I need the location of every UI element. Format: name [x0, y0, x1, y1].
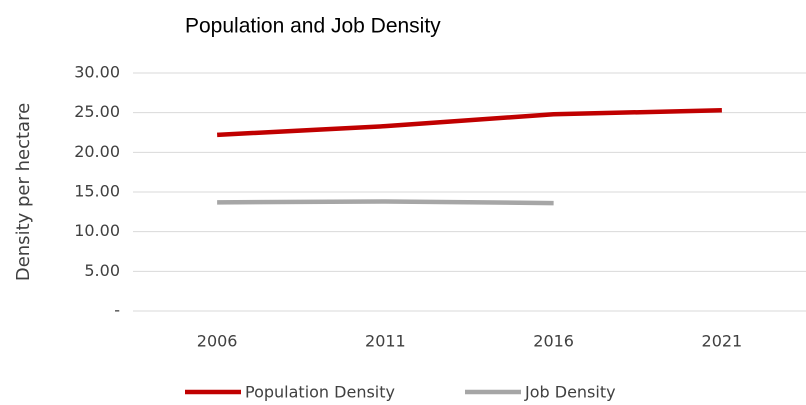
- x-tick-label: 2021: [702, 332, 743, 351]
- x-tick-label: 2016: [533, 332, 574, 351]
- y-tick-label: 20.00: [74, 142, 120, 161]
- y-tick-label: 30.00: [74, 63, 120, 82]
- x-tick-label: 2011: [365, 332, 406, 351]
- series-line: [217, 199, 554, 206]
- legend-label: Population Density: [245, 383, 395, 402]
- y-tick-label: 25.00: [74, 102, 120, 121]
- y-tick-label: 5.00: [84, 261, 120, 280]
- y-tick-label: -: [114, 301, 120, 320]
- x-tick-label: 2006: [197, 332, 238, 351]
- y-axis-label: Density per hectare: [13, 103, 34, 281]
- legend-label: Job Density: [524, 383, 616, 402]
- series-line: [217, 108, 722, 138]
- chart-title: Population and Job Density: [185, 15, 441, 38]
- y-tick-label: 15.00: [74, 182, 120, 201]
- y-tick-label: 10.00: [74, 221, 120, 240]
